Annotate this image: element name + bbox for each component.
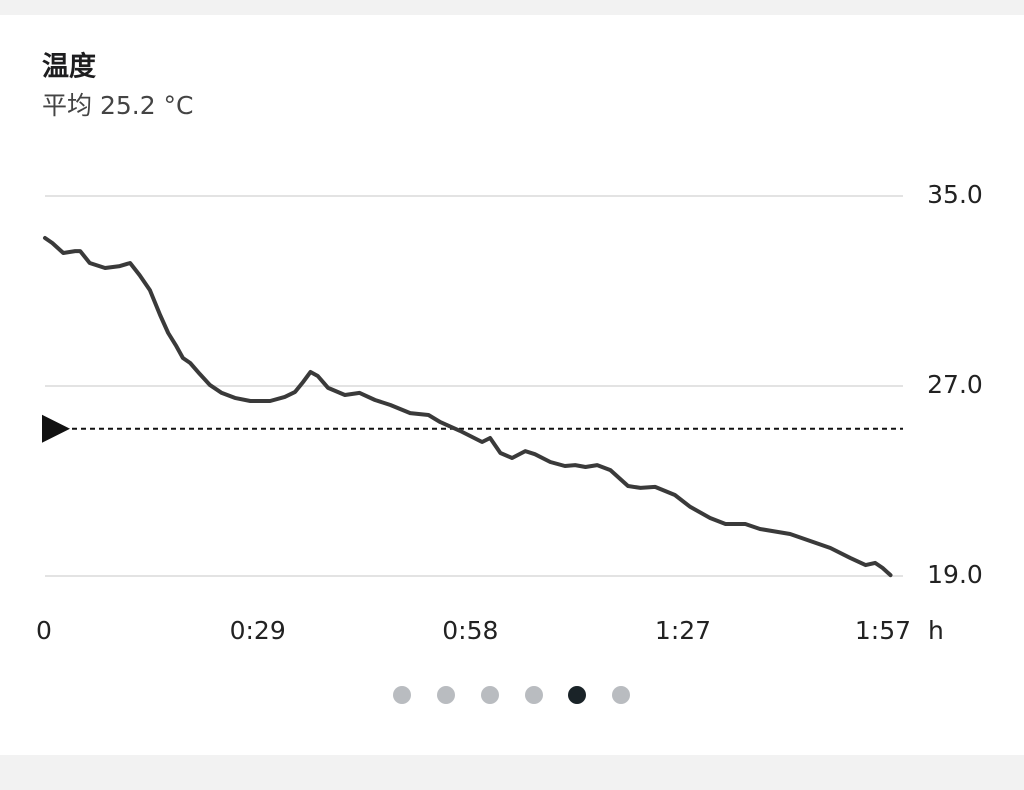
page-dot[interactable] bbox=[481, 686, 499, 704]
page-dot[interactable] bbox=[525, 686, 543, 704]
average-marker bbox=[42, 414, 70, 443]
x-tick-label: 0:58 bbox=[442, 616, 498, 645]
x-tick-label: 0 bbox=[36, 616, 52, 645]
page-dot[interactable] bbox=[437, 686, 455, 704]
chart-title: 温度 bbox=[42, 51, 96, 83]
temperature-line bbox=[43, 236, 893, 578]
x-tick-label: 1:27 bbox=[655, 616, 711, 645]
page-dot[interactable] bbox=[393, 686, 411, 704]
y-tick-label: 35.0 bbox=[927, 180, 983, 209]
y-tick-label: 19.0 bbox=[927, 560, 983, 589]
x-tick-label: 1:57 bbox=[855, 616, 911, 645]
y-tick-label: 27.0 bbox=[927, 370, 983, 399]
page-dot[interactable] bbox=[612, 686, 630, 704]
page-dot-active[interactable] bbox=[568, 686, 586, 704]
x-axis-label: h bbox=[928, 616, 944, 645]
chart-subtitle: 平均 25.2 °C bbox=[42, 91, 194, 120]
pagination bbox=[393, 686, 630, 704]
x-tick-label: 0:29 bbox=[230, 616, 286, 645]
